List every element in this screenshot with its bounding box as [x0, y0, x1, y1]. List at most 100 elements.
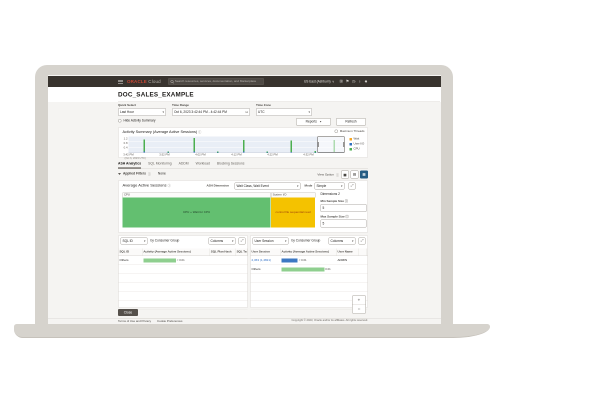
x-tick-label: 3:52 PM — [159, 153, 170, 157]
activity-bar — [281, 267, 325, 272]
legend-label: CPU — [353, 147, 360, 151]
session-dimension-dropdown[interactable]: User Session ▾ — [252, 237, 289, 245]
mode-dropdown[interactable]: Simple ▾ — [314, 182, 345, 190]
table-row[interactable]: Others < 0.01 — [118, 256, 248, 265]
legend-item-wait: Wait — [349, 137, 365, 142]
help-icon[interactable]: ◷ — [351, 79, 356, 84]
empty-table-row — [118, 301, 248, 310]
activity-summary-title: Activity Summary (Average Active Session… — [122, 129, 198, 135]
profile-icon[interactable]: ☻ — [364, 79, 368, 84]
activity-bar — [143, 258, 176, 263]
session-table: User Session Activity (Average Active Ses… — [250, 248, 368, 319]
table-row[interactable]: Others 0.01 — [250, 265, 368, 274]
mode-label: Mode — [304, 184, 313, 188]
treemap-cell-cpu[interactable]: CPU + Wait for CPU — [122, 197, 272, 228]
table-header-row: User Session Activity (Average Active Ses… — [250, 248, 368, 256]
empty-table-row — [250, 301, 368, 310]
chevron-down-icon: ▾ — [284, 239, 287, 243]
time-zone-label: Time Zone — [256, 104, 271, 107]
activity-spike — [217, 151, 219, 153]
oracle-cloud-logo[interactable]: ORACLE Cloud — [127, 79, 161, 84]
session-link[interactable]: 2,363 (1,4821) — [251, 258, 272, 262]
table-row[interactable]: 2,363 (1,4821) < 0.01 ADMIN — [250, 256, 368, 265]
max-sample-input[interactable]: 5 — [320, 219, 367, 228]
column-header-sql-plan-hash: SQL Plan Hash — [210, 248, 236, 256]
expand-icon[interactable]: ⤢ — [358, 237, 366, 245]
min-sample-input[interactable]: 5 — [320, 204, 367, 212]
tab-workload[interactable]: Workload — [195, 162, 210, 166]
quick-select-label: Quick Select — [118, 104, 137, 107]
time-zone-dropdown[interactable]: UTC ▾ — [256, 108, 312, 116]
calendar-icon[interactable]: ⊟ — [245, 110, 248, 114]
empty-table-row — [250, 292, 368, 301]
chevron-down-icon: ▾ — [319, 120, 322, 124]
view-option-group: View Option ⓘ ▅ ▤ ▦ — [317, 170, 368, 179]
info-icon[interactable]: ⓘ — [147, 173, 151, 176]
column-header-activity-average-active-sessions: Activity (Average Active Sessions) — [281, 248, 337, 256]
language-icon[interactable]: ♁ — [358, 79, 362, 84]
hide-activity-summary-toggle[interactable]: Hide Activity Summary — [118, 119, 155, 123]
session-columns-button[interactable]: Columns ▾ — [328, 237, 356, 245]
chevron-down-icon: ▾ — [308, 110, 310, 114]
move-icon[interactable]: + — [357, 297, 361, 303]
applied-filters[interactable]: Applied Filters ⓘ None — [118, 172, 166, 176]
activity-chart[interactable] — [128, 136, 345, 153]
sql-dimension-dropdown[interactable]: SQL ID ▾ — [120, 237, 148, 245]
search-input[interactable]: Search resources, services, documentatio… — [167, 78, 264, 85]
session-panel: User Session ▾ by Consumer Group Columns ▾… — [250, 235, 368, 319]
legend-label: User I/O — [353, 142, 365, 146]
activity-summary-panel: Activity Summary (Average Active Session… — [118, 127, 368, 160]
pan-zoom-widget[interactable]: + ∷ — [352, 295, 366, 314]
applied-filters-value: None — [157, 172, 166, 176]
empty-table-row — [118, 283, 248, 292]
view-bar-chart-button[interactable]: ▤ — [350, 170, 359, 179]
info-icon[interactable]: ⓘ — [335, 173, 339, 177]
tab-sql-monitoring[interactable]: SQL Monitoring — [148, 162, 172, 166]
cookie-preferences-link[interactable]: Cookie Preferences — [157, 320, 183, 323]
region-selector[interactable]: US East (Ashburn) ∨ — [303, 79, 335, 84]
expand-icon[interactable]: ⤢ — [348, 182, 356, 190]
search-placeholder: Search resources, services, documentatio… — [174, 80, 257, 83]
maximum-threads-toggle[interactable]: Maximum Threads — [334, 129, 365, 133]
header-icons: ⊞ ⚑ ◷ ♁ ☻ — [339, 80, 368, 84]
quick-select-dropdown[interactable]: Last Hour ▾ — [118, 108, 166, 116]
time-range-input[interactable]: Oct 6, 2023 3:42:44 PM - 4:42:44 PM ⊟ — [172, 108, 250, 116]
reports-button[interactable]: Reports ▾ — [296, 118, 331, 126]
x-axis-date-label: (Oct 6, 2023 UTC) — [124, 157, 146, 160]
row-id: Others — [251, 267, 261, 271]
aas-title: Average Active Sessions — [122, 183, 167, 188]
grid-dots-icon[interactable]: ∷ — [352, 304, 366, 313]
io-segment — [290, 151, 292, 153]
tab-blocking-sessions[interactable]: Blocking Sessions — [216, 162, 245, 166]
column-header-user-name: User Name — [337, 248, 359, 256]
tab-ash-analytics[interactable]: ASH Analytics — [118, 160, 142, 169]
activity-spike — [167, 151, 169, 153]
menu-icon[interactable] — [118, 79, 123, 84]
expand-icon[interactable]: ⤢ — [238, 237, 246, 245]
view-area-chart-button[interactable]: ▅ — [341, 170, 349, 179]
sql-columns-button[interactable]: Columns ▾ — [208, 237, 236, 245]
treemap-cell-system-i-o[interactable]: control file sequential read — [271, 197, 316, 228]
ash-dimension-dropdown[interactable]: Wait Class, Wait Event ▾ — [234, 182, 301, 190]
info-icon[interactable]: ⓘ — [167, 184, 171, 188]
time-brush-selector[interactable] — [317, 136, 345, 153]
empty-table-row — [250, 274, 368, 283]
empty-table-row — [118, 292, 248, 301]
cloud-shell-icon[interactable]: ⊞ — [339, 79, 343, 84]
search-icon — [170, 80, 174, 83]
info-icon[interactable]: ⓘ — [345, 215, 349, 219]
tab-addm[interactable]: ADDM — [178, 162, 189, 166]
row-id-cell: 2,363 (1,4821) — [251, 259, 281, 262]
announcements-icon[interactable]: ⚑ — [345, 79, 349, 84]
terms-link[interactable]: Terms of Use and Privacy — [118, 320, 152, 323]
view-treemap-button[interactable]: ▦ — [360, 170, 368, 179]
activity-value: < 0.01 — [298, 258, 307, 262]
close-button[interactable]: Close — [118, 309, 138, 316]
info-icon[interactable]: ⓘ — [198, 131, 202, 134]
oracle-console-header: ORACLE Cloud Search resources, services,… — [48, 76, 441, 87]
treemap-header-system-i-o: System I/O — [271, 192, 316, 198]
checkbox-icon — [334, 129, 339, 133]
info-icon[interactable]: ⓘ — [344, 200, 348, 203]
chevron-down-icon: ▾ — [340, 184, 343, 188]
refresh-button[interactable]: Refresh — [336, 118, 366, 126]
